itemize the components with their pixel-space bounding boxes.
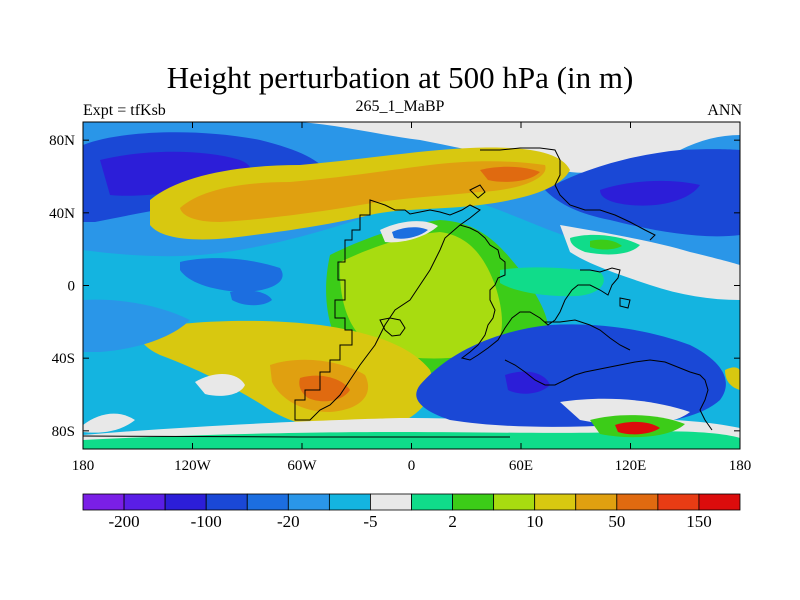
lat-tick-label: 40N <box>49 206 75 222</box>
contour-w-blue2 <box>230 290 272 306</box>
colorbar-label: 150 <box>686 512 712 531</box>
contour-n-blue-blob <box>392 227 428 239</box>
contour-e-edge-yellow <box>725 367 740 390</box>
colorbar-label: 10 <box>526 512 543 531</box>
contour-n-orange <box>180 161 546 222</box>
continent-outlines <box>83 147 713 438</box>
contour-field <box>83 122 740 449</box>
colorbar-label: -5 <box>363 512 377 531</box>
contour-e-green <box>590 239 622 250</box>
lon-tick-label: 60E <box>509 458 533 474</box>
contour-c-lime <box>339 232 502 359</box>
map-title: Height perturbation at 500 hPa (in m) <box>166 60 634 95</box>
colorbar-swatch <box>328 493 371 511</box>
colorbar-swatch <box>534 493 577 511</box>
outline-africa-europe <box>294 199 481 421</box>
colorbar-swatch <box>493 493 536 511</box>
lat-axis: 80N 40N 0 40S 80S <box>49 133 740 440</box>
colorbar-swatch <box>575 493 618 511</box>
colorbar-label: -20 <box>277 512 300 531</box>
outline-east-asia <box>480 147 656 241</box>
colorbar-swatch <box>370 493 412 511</box>
outline-islands-se <box>545 319 631 351</box>
colorbar-label: -200 <box>108 512 139 531</box>
contour-s-mint-band <box>83 431 740 449</box>
outline-small-2 <box>469 184 486 199</box>
lat-tick-label: 0 <box>68 279 76 295</box>
lon-tick-label: 0 <box>408 458 416 474</box>
colorbar-swatch <box>287 493 330 511</box>
contour-w-blue <box>180 258 283 292</box>
colorbar-swatch <box>205 493 248 511</box>
experiment-label: Expt = tfKsb <box>83 102 166 119</box>
outline-small-1 <box>379 317 406 337</box>
contour-sw-grey <box>195 374 245 396</box>
lat-tick-label: 40S <box>52 351 75 367</box>
colorbar-swatch <box>657 493 700 511</box>
outline-americas <box>459 224 621 361</box>
colorbar-label: 50 <box>608 512 625 531</box>
colorbar-swatch <box>452 493 495 511</box>
lon-tick-label: 120E <box>615 458 647 474</box>
contour-c-mint <box>500 267 604 297</box>
outline-south <box>504 359 713 431</box>
colorbar-label: -100 <box>191 512 222 531</box>
contour-se-blue <box>416 324 726 427</box>
run-label: 265_1_MaBP <box>355 98 445 115</box>
lon-tick-label: 60W <box>287 458 317 474</box>
lat-tick-label: 80S <box>52 424 75 440</box>
colorbar: -200 -100 -20 -5 2 10 50 150 <box>82 493 741 531</box>
outline-small-3 <box>619 297 631 309</box>
lon-tick-label: 180 <box>729 458 752 474</box>
colorbar-swatch <box>164 493 207 511</box>
colorbar-swatch <box>616 493 659 511</box>
colorbar-swatch <box>698 493 741 511</box>
lon-tick-label: 120W <box>174 458 212 474</box>
outline-antarctic-line <box>83 435 510 438</box>
season-label: ANN <box>707 102 742 119</box>
colorbar-swatch <box>123 493 166 511</box>
lon-axis: 180 120W 60W 0 60E 120E 180 <box>72 122 752 474</box>
contour-sw-lightblue <box>83 299 190 352</box>
colorbar-swatch <box>411 493 453 511</box>
colorbar-swatch <box>246 493 289 511</box>
contour-n-darkorange <box>480 166 540 182</box>
colorbar-swatch <box>82 493 125 511</box>
colorbar-label: 2 <box>448 512 457 531</box>
contour-s-darkorange <box>299 375 350 402</box>
contour-sw-grey2 <box>83 413 135 433</box>
lon-tick-label: 180 <box>72 458 95 474</box>
contour-se-red <box>615 421 660 435</box>
contour-ne-deepblue <box>600 180 700 206</box>
contour-se-deepblue <box>505 371 550 394</box>
lat-tick-label: 80N <box>49 133 75 149</box>
